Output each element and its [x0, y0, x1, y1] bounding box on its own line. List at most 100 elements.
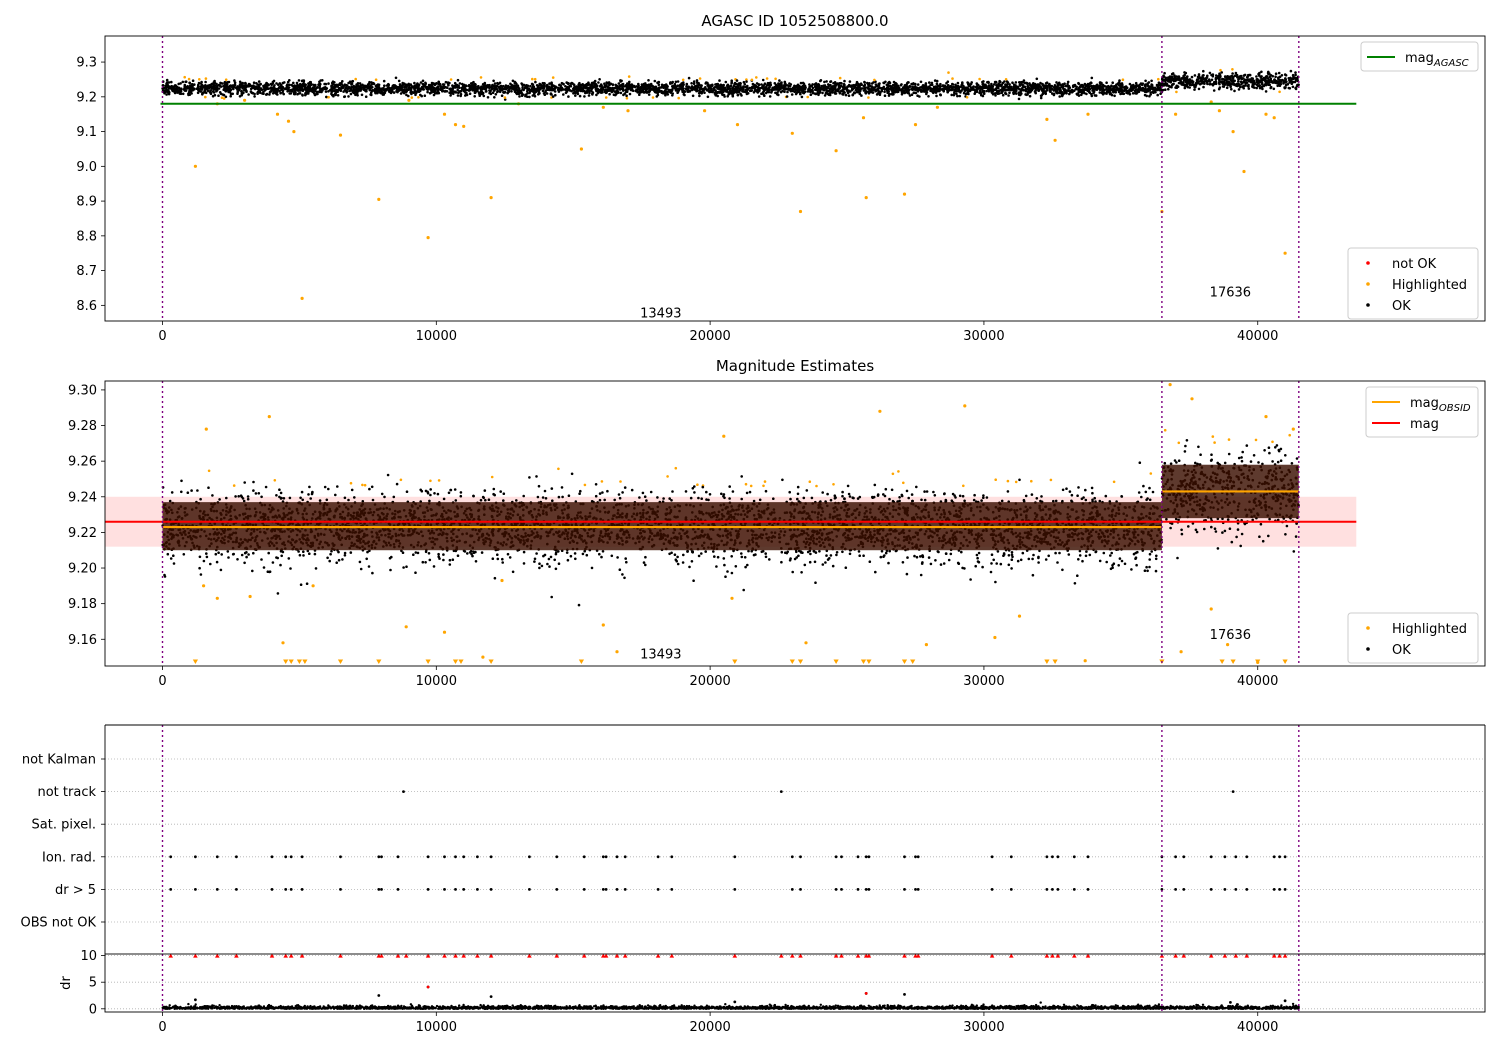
top-ok-point	[482, 87, 486, 90]
top-ok-point	[213, 79, 216, 83]
top-ok-point	[1225, 81, 1228, 84]
top-ok-point	[272, 85, 276, 89]
top-ok-point	[919, 80, 923, 84]
top-ok-point	[1202, 74, 1205, 77]
top-ok-point	[1225, 86, 1229, 90]
top-ok-point	[985, 89, 988, 93]
top-ok-point	[426, 90, 429, 94]
top-ok-point	[331, 80, 335, 83]
top-ok-point	[790, 93, 794, 96]
top-ok-point	[460, 86, 464, 90]
top-ok-point	[843, 91, 846, 94]
top-ok-point	[182, 88, 186, 91]
top-ok-point	[1274, 81, 1277, 84]
top-ok-point	[838, 91, 842, 95]
top-ok-point	[598, 78, 601, 81]
top-ok-point	[297, 92, 301, 95]
top-ok-point	[510, 85, 513, 88]
top-ok-point	[895, 82, 898, 86]
top-ok-point	[261, 92, 264, 95]
top-ok-point	[526, 88, 530, 91]
top-highlighted-point	[806, 95, 809, 99]
top-ok-point	[984, 85, 987, 88]
top-ok-point	[1156, 93, 1159, 97]
top-ok-point	[582, 89, 586, 93]
top-ok-point	[1035, 77, 1039, 81]
top-ok-point	[350, 80, 354, 83]
top-ok-point	[875, 84, 879, 88]
mid-ok-point	[788, 490, 791, 494]
top-ok-point	[436, 91, 439, 95]
top-ok-point	[1182, 74, 1185, 78]
top-ok-point	[930, 83, 934, 87]
top-ok-point	[441, 89, 445, 93]
top-legend-subscript: AGASC	[1433, 58, 1469, 69]
top-ok-point	[637, 82, 640, 86]
top-ok-point	[1193, 74, 1197, 77]
top-ok-point	[345, 86, 348, 89]
top-ok-point	[1221, 77, 1224, 81]
top-highlighted-point	[1278, 90, 1281, 94]
mid-ok-point	[730, 571, 734, 575]
top-highlighted-point	[198, 78, 201, 81]
top-ok-point	[679, 83, 682, 87]
top-ok-point	[587, 81, 590, 84]
mid-highlighted-point	[363, 483, 367, 487]
top-ok-point	[848, 80, 852, 83]
top-ok-point	[545, 85, 549, 88]
top-ok-point	[692, 82, 696, 85]
top-ok-point	[177, 90, 180, 94]
top-ok-point	[177, 82, 180, 86]
top-legend-marker	[1366, 261, 1370, 265]
top-ok-point	[741, 89, 744, 93]
top-ok-point	[465, 84, 468, 88]
top-ok-point	[403, 82, 406, 85]
top-highlighted-point	[426, 236, 430, 240]
top-ok-point	[928, 87, 932, 90]
top-ok-point	[217, 87, 221, 90]
top-ok-point	[955, 92, 958, 96]
top-ok-point	[1185, 83, 1189, 87]
top-ok-point	[419, 81, 423, 84]
top-ok-point	[426, 88, 430, 91]
top-ok-point	[531, 86, 534, 90]
top-ok-point	[342, 85, 345, 88]
mid-ok-point	[429, 488, 433, 491]
top-ok-point	[1089, 81, 1093, 84]
top-ok-point	[876, 92, 880, 95]
top-highlighted-point	[292, 130, 296, 134]
top-ok-point	[213, 93, 217, 97]
top-ok-point	[464, 94, 467, 97]
top-ok-point	[695, 79, 699, 82]
top-ok-point	[906, 89, 910, 93]
top-ok-point	[998, 92, 1001, 95]
top-ok-point	[329, 88, 333, 91]
top-ok-point	[766, 89, 770, 92]
top-ok-point	[360, 93, 364, 97]
top-ok-point	[411, 91, 414, 94]
top-ok-point	[813, 83, 816, 86]
mid-ok-point	[841, 494, 844, 498]
top-ok-point	[1165, 82, 1169, 86]
top-ok-point	[218, 91, 222, 94]
top-ok-point	[1202, 85, 1205, 89]
top-ok-point	[454, 86, 457, 89]
top-ok-point	[244, 81, 247, 85]
top-highlighted-point	[838, 76, 842, 80]
top-ok-point	[1093, 94, 1097, 97]
top-ok-point	[270, 83, 274, 87]
top-ok-point	[901, 91, 905, 94]
top-ok-point	[970, 81, 973, 84]
top-ok-point	[1085, 92, 1088, 96]
top-highlighted-point	[222, 97, 226, 100]
top-ok-point	[236, 85, 239, 88]
top-highlighted-point	[275, 112, 280, 116]
top-ok-point	[793, 90, 797, 93]
top-ok-point	[685, 82, 689, 86]
top-highlighted-point	[935, 105, 940, 109]
top-ok-point	[374, 91, 377, 95]
top-ok-point	[471, 87, 475, 90]
top-ok-point	[604, 88, 608, 91]
top-ok-point	[1105, 85, 1108, 89]
top-ok-point	[237, 87, 241, 91]
